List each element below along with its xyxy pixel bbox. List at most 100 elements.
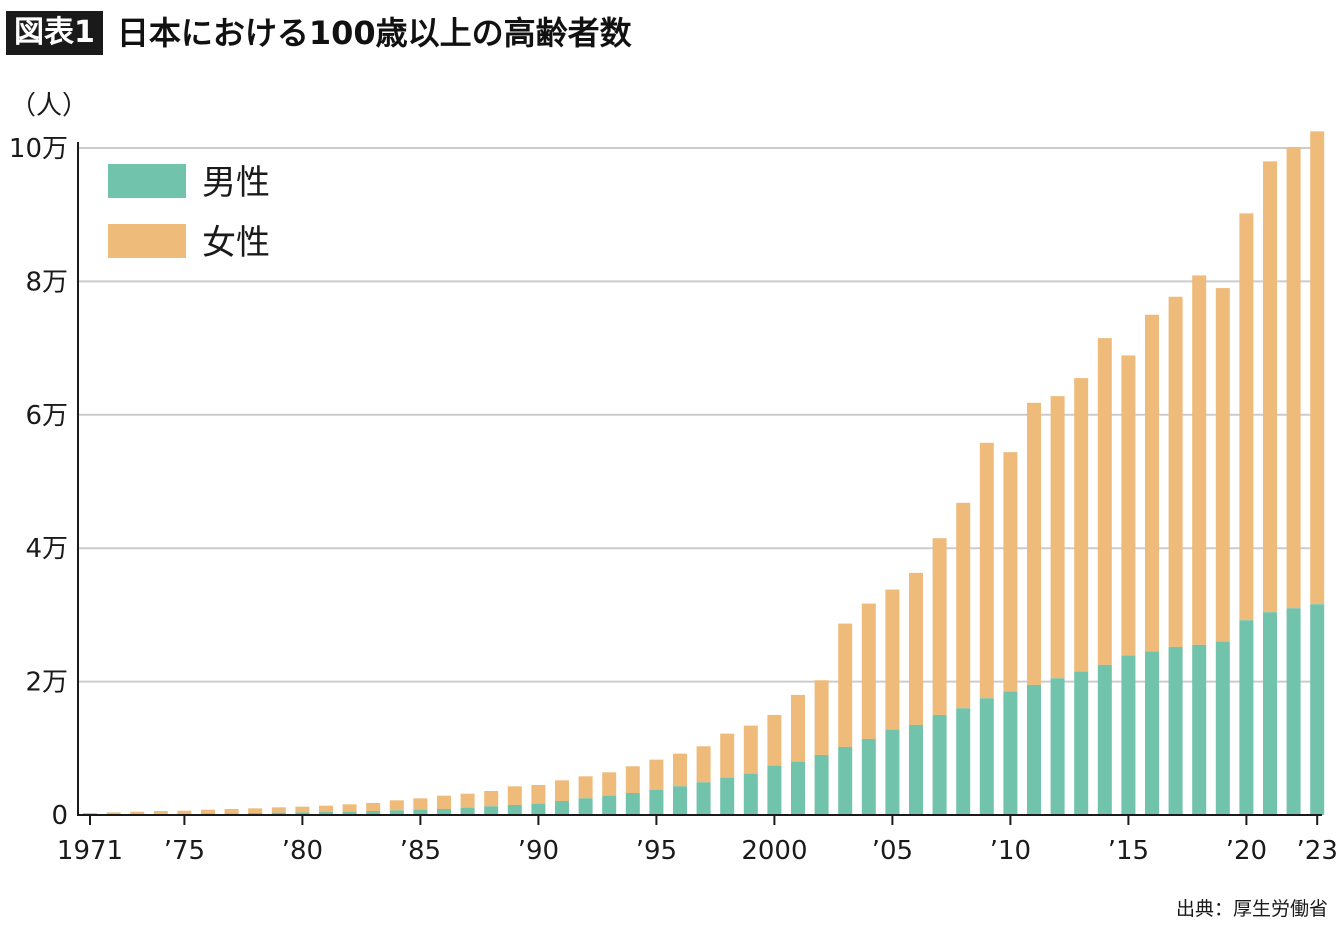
bar-male [413,809,428,815]
bar-male [767,765,782,815]
bar-female [979,442,994,699]
bar-male [248,812,263,815]
bars [83,131,1325,815]
bar-male [460,807,475,815]
x-tick-label: ’85 [400,836,441,866]
y-axis-unit-label: （人） [10,91,88,121]
bar-female [1145,314,1159,652]
bar-male [602,795,617,815]
bar-female [531,784,546,804]
bar-female [1192,275,1207,645]
bar-female [673,753,687,787]
bar-female [437,795,451,809]
bar-male [1074,671,1089,815]
bar-female [413,798,428,810]
bar-male [838,746,853,815]
axes: 0 2万 4万 6万 8万 10万 1971 ’75 ’80 ’85 ’90 ’95 2000 ’05 ’1… [9,134,1338,866]
x-tick-label: 2000 [741,836,807,866]
bar-female [1121,355,1136,656]
bar-female [1074,378,1089,672]
bar-female [342,804,357,812]
bar-female [366,802,381,811]
figure-badge: 図表1 [6,11,103,55]
bar-male [1239,620,1254,815]
legend-label-female: 女性 [202,223,270,263]
bar-male [1121,655,1136,815]
bar-female [838,623,853,747]
bar-female [177,810,192,814]
bar-female [956,502,971,709]
bar-female [814,680,829,755]
x-tick-label: ’05 [872,836,913,866]
bar-female [696,746,711,783]
y-tick-label: 2万 [25,668,68,698]
bar-male [1168,646,1183,815]
bar-female [389,800,404,811]
bar-male [743,773,758,815]
bar-female [224,808,239,814]
x-tick-label: ’80 [282,836,323,866]
bar-male [1003,691,1018,815]
bar-male [814,754,829,815]
bar-male [437,808,451,815]
bar-male [673,786,687,815]
bar-female [1310,131,1325,605]
bar-female [555,780,569,801]
bar-male [484,806,499,815]
x-tick-label: ’95 [636,836,677,866]
x-tick-label: ’23 [1297,836,1338,866]
bar-male [295,812,310,815]
legend-swatch-female [108,224,186,258]
legend: 男性 女性 [108,163,270,263]
bar-male [885,729,900,815]
bar-female [271,807,286,813]
bar-male [1263,612,1277,815]
bar-female [1168,296,1183,647]
bar-female [1003,452,1018,692]
bar-female [248,808,263,813]
bar-male [649,789,664,815]
bar-female [625,766,640,793]
bar-male [1215,641,1230,815]
x-tick-label: ’90 [518,836,559,866]
x-tick-label: ’75 [164,836,205,866]
bar-female [932,538,947,715]
bar-female [791,694,805,762]
x-tick-label: ’20 [1226,836,1267,866]
bar-female [153,810,168,814]
bar-male [720,777,735,815]
bar-male [271,812,286,815]
bar-female [507,786,522,805]
bar-female [602,772,617,796]
bar-male [932,714,947,815]
bar-male [979,698,994,815]
bar-male [1192,644,1207,815]
bar-male [1050,678,1065,815]
legend-swatch-male [108,164,186,198]
bar-male [366,810,381,815]
bar-female [1050,396,1065,679]
bar-male [507,804,522,815]
bar-male [696,782,711,815]
bar-male [1145,651,1159,815]
bar-female [885,589,900,730]
bar-male [1310,604,1325,815]
bar-female [1263,161,1277,613]
y-tick-label: 0 [51,801,68,831]
bar-female [909,572,923,725]
bar-female [201,809,215,814]
bar-female [130,811,145,814]
y-tick-label: 4万 [25,534,68,564]
legend-label-male: 男性 [202,163,270,203]
bar-male [909,724,923,815]
x-tick-label: 1971 [57,836,123,866]
source-note: 出典：厚生労働省 [1175,898,1328,920]
bar-male [1286,608,1301,815]
bar-female [767,714,782,766]
bar-female [1286,147,1301,609]
bar-female [1097,338,1112,665]
x-tick-label: ’15 [1108,836,1149,866]
bar-male [956,708,971,815]
bar-female [1239,213,1254,621]
